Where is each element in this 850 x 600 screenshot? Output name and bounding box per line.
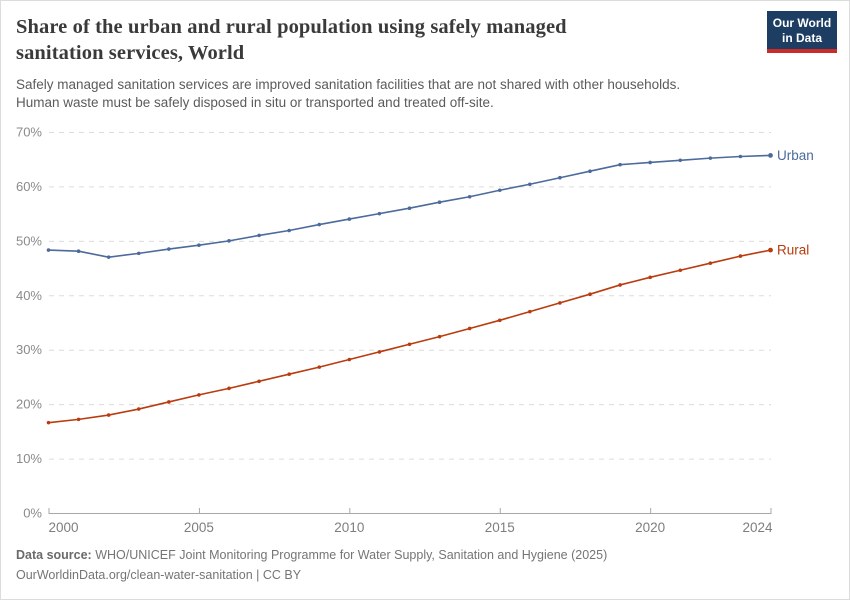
rural-data-point[interactable] [437, 334, 442, 339]
urban-data-point[interactable] [167, 247, 171, 251]
y-tick-label: 70% [16, 125, 42, 140]
y-tick-label: 20% [16, 397, 42, 412]
urban-data-point[interactable] [678, 158, 683, 163]
x-tick-label: 2005 [184, 520, 214, 535]
x-tick-label: 2000 [49, 520, 79, 535]
urban-data-point[interactable] [197, 243, 201, 248]
chart-subtitle-line-2: Human waste must be safely disposed in s… [16, 94, 494, 110]
y-tick-label: 0% [23, 506, 42, 521]
x-tick-label: 2020 [635, 520, 665, 535]
urban-data-point[interactable] [407, 206, 412, 210]
urban-data-point[interactable] [227, 239, 231, 243]
urban-data-point[interactable] [708, 156, 713, 160]
urban-data-point[interactable] [528, 182, 532, 187]
x-tick-label: 2024 [742, 520, 773, 535]
rural-data-point[interactable] [46, 420, 51, 425]
urban-data-point[interactable] [618, 162, 622, 167]
rural-series-label[interactable]: Rural [777, 243, 809, 258]
data-source-line: Data source: WHO/UNICEF Joint Monitoring… [16, 545, 836, 565]
urban-line[interactable] [47, 154, 772, 258]
y-tick-label: 30% [16, 342, 42, 357]
rural-data-point[interactable] [618, 283, 622, 287]
urban-data-point[interactable] [437, 200, 442, 205]
rural-data-point[interactable] [678, 268, 683, 273]
data-source-text: WHO/UNICEF Joint Monitoring Programme fo… [95, 548, 608, 562]
rural-data-point[interactable] [497, 318, 502, 323]
urban-data-point[interactable] [467, 194, 472, 199]
rural-data-point[interactable] [407, 342, 412, 347]
rural-data-point[interactable] [136, 407, 141, 411]
chart-footer: Data source: WHO/UNICEF Joint Monitoring… [16, 545, 836, 585]
owid-logo-line-2: in Data [781, 30, 822, 45]
x-tick-label: 2015 [485, 520, 515, 535]
y-tick-label: 40% [16, 288, 42, 303]
rural-data-point[interactable] [167, 400, 171, 404]
rural-data-point[interactable] [588, 292, 592, 296]
rural-data-point[interactable] [197, 393, 201, 397]
urban-data-point[interactable] [768, 153, 773, 158]
urban-data-point[interactable] [136, 251, 141, 256]
rural-data-point[interactable] [227, 386, 231, 391]
rural-data-point[interactable] [648, 275, 652, 280]
chart-subtitle-line-1: Safely managed sanitation services are i… [16, 77, 681, 92]
urban-data-point[interactable] [317, 222, 322, 227]
y-tick-label: 10% [16, 451, 42, 466]
rural-data-point[interactable] [106, 413, 111, 417]
rural-data-point[interactable] [467, 326, 472, 331]
urban-series-label[interactable]: Urban [777, 148, 814, 163]
rural-data-point[interactable] [347, 357, 352, 362]
rural-data-point[interactable] [738, 254, 743, 258]
urban-data-point[interactable] [76, 249, 81, 253]
urban-data-point[interactable] [46, 248, 51, 252]
urban-data-point[interactable] [287, 228, 291, 233]
rural-data-point[interactable] [768, 247, 773, 253]
rural-line[interactable] [47, 249, 772, 424]
chart-subtitle: Safely managed sanitation services are i… [16, 76, 796, 111]
urban-data-point[interactable] [257, 233, 261, 238]
rural-data-point[interactable] [76, 417, 81, 422]
urban-data-point[interactable] [558, 175, 562, 180]
owid-logo[interactable]: Our World in Data [767, 11, 837, 53]
chart-title-line-2: sanitation services, World [16, 42, 245, 64]
rural-data-point[interactable] [708, 261, 713, 265]
owid-logo-line-1: Our World [772, 16, 832, 30]
footer-url-link[interactable]: OurWorldinData.org/clean-water-sanitatio… [16, 568, 253, 582]
footer-separator: | [256, 568, 260, 582]
chart-title-line-1: Share of the urban and rural population … [16, 16, 567, 38]
y-tick-label: 50% [16, 233, 42, 248]
footer-license: CC BY [262, 568, 302, 582]
urban-data-point[interactable] [106, 255, 111, 259]
logo-accent-bar [767, 49, 837, 53]
urban-data-point[interactable] [347, 217, 352, 221]
urban-data-point[interactable] [588, 169, 592, 173]
urban-data-point[interactable] [377, 211, 382, 216]
rural-data-point[interactable] [287, 372, 291, 377]
rural-data-point[interactable] [317, 365, 322, 369]
footer-link-line: OurWorldinData.org/clean-water-sanitatio… [16, 565, 836, 585]
rural-data-point[interactable] [558, 301, 562, 305]
urban-data-point[interactable] [648, 160, 652, 165]
x-tick-label: 2010 [334, 520, 364, 535]
chart-title: Share of the urban and rural population … [16, 14, 706, 66]
y-tick-label: 60% [16, 179, 42, 194]
urban-data-point[interactable] [497, 188, 502, 193]
data-source-label: Data source: [16, 548, 92, 562]
rural-data-point[interactable] [528, 309, 532, 314]
urban-data-point[interactable] [738, 154, 743, 159]
rural-data-point[interactable] [257, 379, 261, 384]
rural-data-point[interactable] [377, 350, 382, 354]
